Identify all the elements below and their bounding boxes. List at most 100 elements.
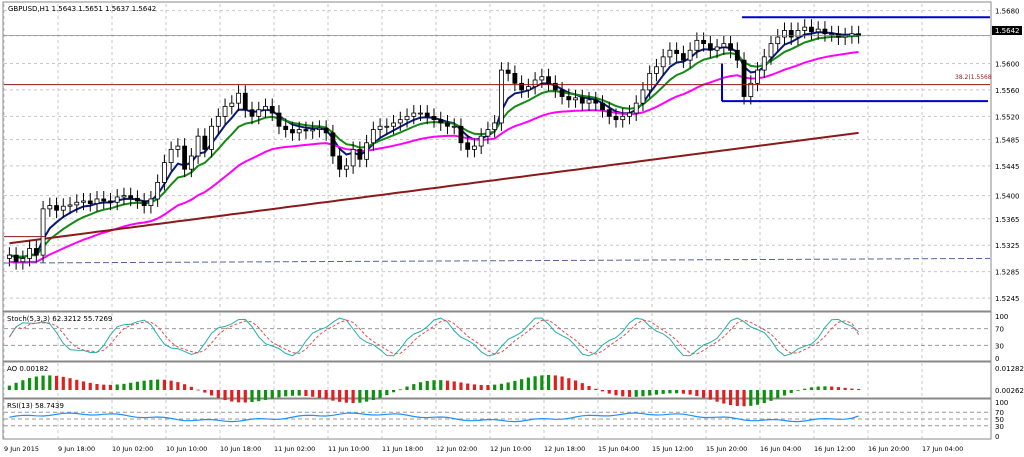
ao-bar [445, 380, 450, 390]
candle-up [222, 106, 228, 117]
ao-bar [129, 382, 133, 390]
ao-bar [681, 390, 685, 394]
candle-up [195, 135, 201, 157]
ao-bar [54, 375, 59, 390]
candle-up [229, 102, 235, 107]
time-tick-label: 10 Jun 02:00 [112, 445, 153, 453]
ao-bar [297, 390, 301, 396]
ao-bar [769, 390, 773, 401]
rsi-line [9, 412, 859, 423]
candle-up [539, 76, 545, 81]
ao-bar [540, 375, 544, 390]
candle-down [242, 92, 248, 111]
ao-bar [587, 385, 591, 390]
ao-bar [789, 390, 793, 393]
ao-bar [156, 379, 160, 390]
candle-up [47, 205, 53, 210]
candle-up [451, 125, 457, 128]
time-axis: 9 Jun 2015 9 Jun 18:00 10 Jun 02:00 10 Jun … [4, 445, 963, 453]
ao-bar [506, 382, 510, 390]
ao-bar [722, 390, 726, 404]
candle-down [337, 155, 343, 170]
chart-header: GBPUSD,H1 1.5643 1.5651 1.5637 1.5642 [8, 5, 156, 13]
ao-bar [270, 390, 274, 399]
candle-up [755, 69, 760, 84]
ao-bar [695, 390, 699, 396]
ao-bar [364, 390, 369, 402]
rsi-tick-label: 50 [995, 416, 1004, 424]
ao-bar [14, 382, 18, 390]
ao-bar [520, 379, 524, 390]
ao-bar [81, 381, 86, 390]
candle-down [357, 148, 363, 160]
time-tick-label: 12 Jun 18:00 [544, 445, 585, 453]
candle-down [135, 197, 140, 202]
ao-bar [169, 380, 173, 390]
ao-bar [708, 390, 712, 400]
stoch-tick-label: 30 [995, 342, 1004, 350]
time-tick-label: 15 Jun 20:00 [706, 445, 747, 453]
candle-down [512, 72, 518, 84]
ao-bar [648, 390, 652, 396]
ao-bar [391, 390, 396, 393]
time-tick-label: 9 Jun 2015 [4, 445, 39, 453]
candle-up [761, 56, 767, 71]
ao-bar [284, 390, 288, 397]
candle-down [728, 43, 733, 51]
ao-bar [418, 382, 423, 390]
candle-up [121, 195, 127, 198]
ao-bar [432, 380, 436, 390]
ao-bar [344, 390, 348, 403]
ao-bar [857, 389, 861, 390]
ao-bar [108, 384, 113, 390]
ao-bar [102, 384, 106, 390]
candle-down [276, 112, 282, 127]
ao-bar [358, 390, 362, 403]
ao-bar [149, 379, 153, 390]
ao-bar [203, 390, 207, 393]
ao-tick-label: 0.00262 [995, 387, 1024, 395]
candle-up [640, 89, 646, 104]
ao-bar [472, 384, 477, 390]
candle-up [829, 33, 835, 36]
ao-bar [526, 377, 530, 390]
candle-up [209, 125, 214, 150]
ao-bar [317, 390, 322, 398]
ao-bar [324, 390, 328, 400]
ao-bar [796, 390, 800, 391]
price-tick-label: 1.5285 [995, 269, 1020, 277]
candle-up [60, 205, 66, 211]
rsi-tick-label: 0 [995, 433, 999, 441]
ao-bar [27, 378, 32, 390]
candle-down [546, 76, 551, 84]
ma-slow-line [9, 51, 859, 264]
ao-bar [627, 390, 632, 397]
ao-bar [223, 390, 227, 401]
candle-up [236, 92, 241, 104]
candle-up [256, 109, 262, 117]
ao-bar [782, 390, 787, 396]
ao-bar [573, 380, 578, 390]
ao-bar [371, 390, 375, 401]
candle-up [27, 248, 32, 259]
ao-bar [728, 390, 733, 406]
candle-up [748, 82, 754, 97]
ao-bar [735, 390, 739, 406]
ao-bar [95, 383, 99, 390]
candle-up [343, 165, 349, 170]
candle-down [566, 96, 572, 101]
time-tick-label: 11 Jun 10:00 [328, 445, 369, 453]
ao-label: AO 0.00182 [7, 365, 48, 373]
candle-down [701, 39, 707, 45]
price-tick-label: 1.5600 [995, 60, 1020, 68]
ao-bar [439, 380, 443, 390]
ao-bar [209, 390, 214, 396]
candle-up [620, 115, 626, 121]
ao-bar [7, 385, 11, 390]
candle-up [660, 56, 666, 68]
candle-down [606, 109, 612, 117]
price-tick-label: 1.5325 [995, 242, 1020, 250]
ao-bar [843, 387, 847, 390]
